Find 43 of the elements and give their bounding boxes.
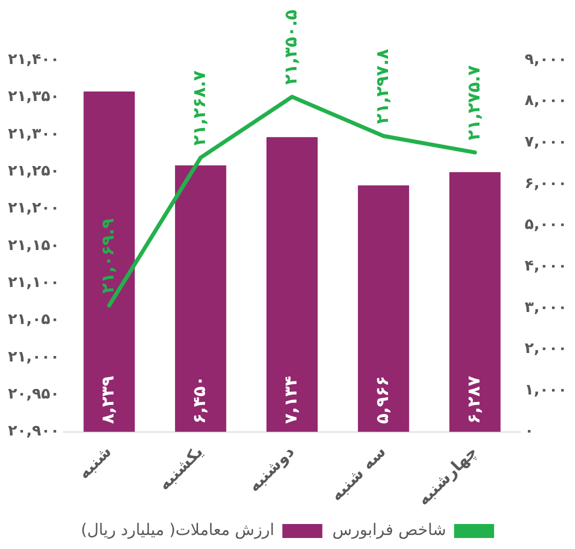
x-tick-label: سه شنبه xyxy=(326,442,390,505)
x-tick-label: یکشنبه xyxy=(154,442,206,494)
y-tick-label: ۲۱,۲۰۰ xyxy=(8,198,60,217)
data-label: ۸,۲۳۹ xyxy=(98,375,119,424)
y2-tick-label: ۳,۰۰۰ xyxy=(524,298,568,316)
legend-label: ارزش معاملات( میلیارد ریال) xyxy=(80,520,274,540)
bar xyxy=(449,172,501,432)
y2-tick-label: ۲,۰۰۰ xyxy=(524,339,568,358)
y2-tick-label: ۱,۰۰۰ xyxy=(524,380,568,398)
y-tick-label: ۲۱,۴۰۰ xyxy=(8,50,60,68)
data-label: ۲۱,۲۹۷.۸ xyxy=(372,48,393,124)
y2-tick-label: ۹,۰۰۰ xyxy=(524,50,568,68)
y2-tick-label: ۸,۰۰۰ xyxy=(524,91,568,110)
y2-tick-label: ۴,۰۰۰ xyxy=(524,256,568,274)
y2-tick-label: ۰ xyxy=(524,422,534,440)
y2-tick-label: ۷,۰۰۰ xyxy=(524,132,568,151)
x-tick-label: شنبه xyxy=(74,442,115,483)
bar xyxy=(84,91,135,432)
data-label: ۶,۴۵۰ xyxy=(190,376,210,424)
data-label: ۲۱,۳۵۰.۵ xyxy=(282,10,302,85)
bar xyxy=(266,137,318,432)
y2-tick-label: ۶,۰۰۰ xyxy=(524,174,568,192)
data-label: ۶,۲۸۷ xyxy=(464,375,484,424)
bar xyxy=(358,185,410,432)
y-tick-label: ۲۱,۱۰۰ xyxy=(8,272,60,291)
y2-tick-label: ۵,۰۰۰ xyxy=(524,215,568,234)
x-tick-label: دوشنبه xyxy=(244,442,298,496)
data-label: ۵,۹۶۶ xyxy=(372,376,393,424)
y-tick-label: ۲۰,۹۰۰ xyxy=(8,422,60,440)
y-tick-label: ۲۱,۳۵۰ xyxy=(8,87,60,106)
y-tick-label: ۲۱,۲۵۰ xyxy=(8,161,60,180)
data-label: ۲۱,۲۶۸.۷ xyxy=(190,70,210,146)
data-label: ۲۱,۰۶۹.۹ xyxy=(98,218,119,294)
y-tick-label: ۲۱,۰۰۰ xyxy=(8,347,60,366)
y-tick-label: ۲۰,۹۵۰ xyxy=(8,384,60,403)
legend-label: شاخص فرابورس xyxy=(332,520,446,540)
y-tick-label: ۲۱,۳۰۰ xyxy=(8,124,60,142)
y-tick-label: ۲۱,۰۵۰ xyxy=(8,310,60,328)
y-tick-label: ۲۱,۱۵۰ xyxy=(8,236,60,254)
data-label: ۷,۱۳۴ xyxy=(282,376,302,424)
x-tick-label: چهارشنبه xyxy=(414,442,481,509)
data-label: ۲۱,۲۷۵.۷ xyxy=(464,64,484,140)
bar xyxy=(175,165,226,432)
